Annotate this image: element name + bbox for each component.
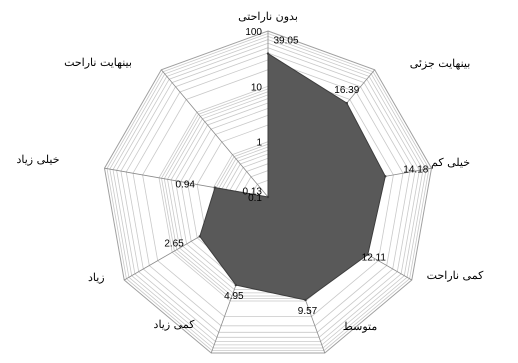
axis-tick-label: 10 <box>251 82 263 93</box>
grid-ring <box>106 33 430 352</box>
axis-tick-label: 100 <box>245 27 262 38</box>
axis-tick-label: 0.1 <box>248 193 262 204</box>
data-point <box>345 101 348 105</box>
radar-series <box>198 52 387 302</box>
data-point <box>366 253 369 256</box>
axis-tick-label: 0.13 <box>243 187 263 198</box>
data-labels: 39.05 16.39 14.18 12.11 9.57 4.95 2.65 0.94 <box>164 36 428 317</box>
series-area <box>199 52 386 301</box>
axis-tick-labels: 0.10.13 1 10 100 <box>243 27 263 204</box>
data-point <box>384 175 387 178</box>
grid-ring <box>120 47 416 338</box>
grid-ring <box>109 35 427 349</box>
data-label: 16.39 <box>334 85 359 96</box>
data-label: 0.94 <box>176 180 196 191</box>
grid-ring <box>132 59 404 327</box>
data-point <box>266 52 270 55</box>
grid-ring <box>116 42 420 342</box>
data-point <box>198 235 201 238</box>
category-label: کمی ناراحت <box>427 269 484 282</box>
data-point <box>234 283 238 287</box>
grid-ring <box>142 69 394 318</box>
data-label: 12.11 <box>362 253 387 264</box>
data-point <box>266 195 270 199</box>
grid-ring <box>103 30 433 354</box>
grid-ring <box>112 39 424 346</box>
category-label: کمی زیاد <box>154 318 196 331</box>
category-label: خیلی زیاد <box>16 153 59 166</box>
category-label: متوسط <box>343 320 378 333</box>
category-labels: بدون ناراحتی بینهایت جزئی خیلی کم کمی ناراح… <box>16 10 484 333</box>
category-label: خیلی کم <box>431 156 470 169</box>
category-label: زیاد <box>88 271 105 284</box>
category-label: بینهایت جزئی <box>410 57 471 70</box>
data-label: 2.65 <box>164 238 184 249</box>
data-label: 9.57 <box>298 306 318 317</box>
data-label: 39.05 <box>273 36 298 47</box>
grid-ring <box>125 52 411 333</box>
data-point <box>304 298 307 302</box>
data-label: 4.95 <box>224 291 244 302</box>
category-label: بدون ناراحتی <box>238 10 298 23</box>
data-label: 14.18 <box>403 164 428 175</box>
category-label: بینهایت ناراحت <box>64 56 132 69</box>
spoke-line <box>160 69 269 198</box>
data-point <box>213 186 217 189</box>
axis-tick-label: 1 <box>256 138 262 149</box>
